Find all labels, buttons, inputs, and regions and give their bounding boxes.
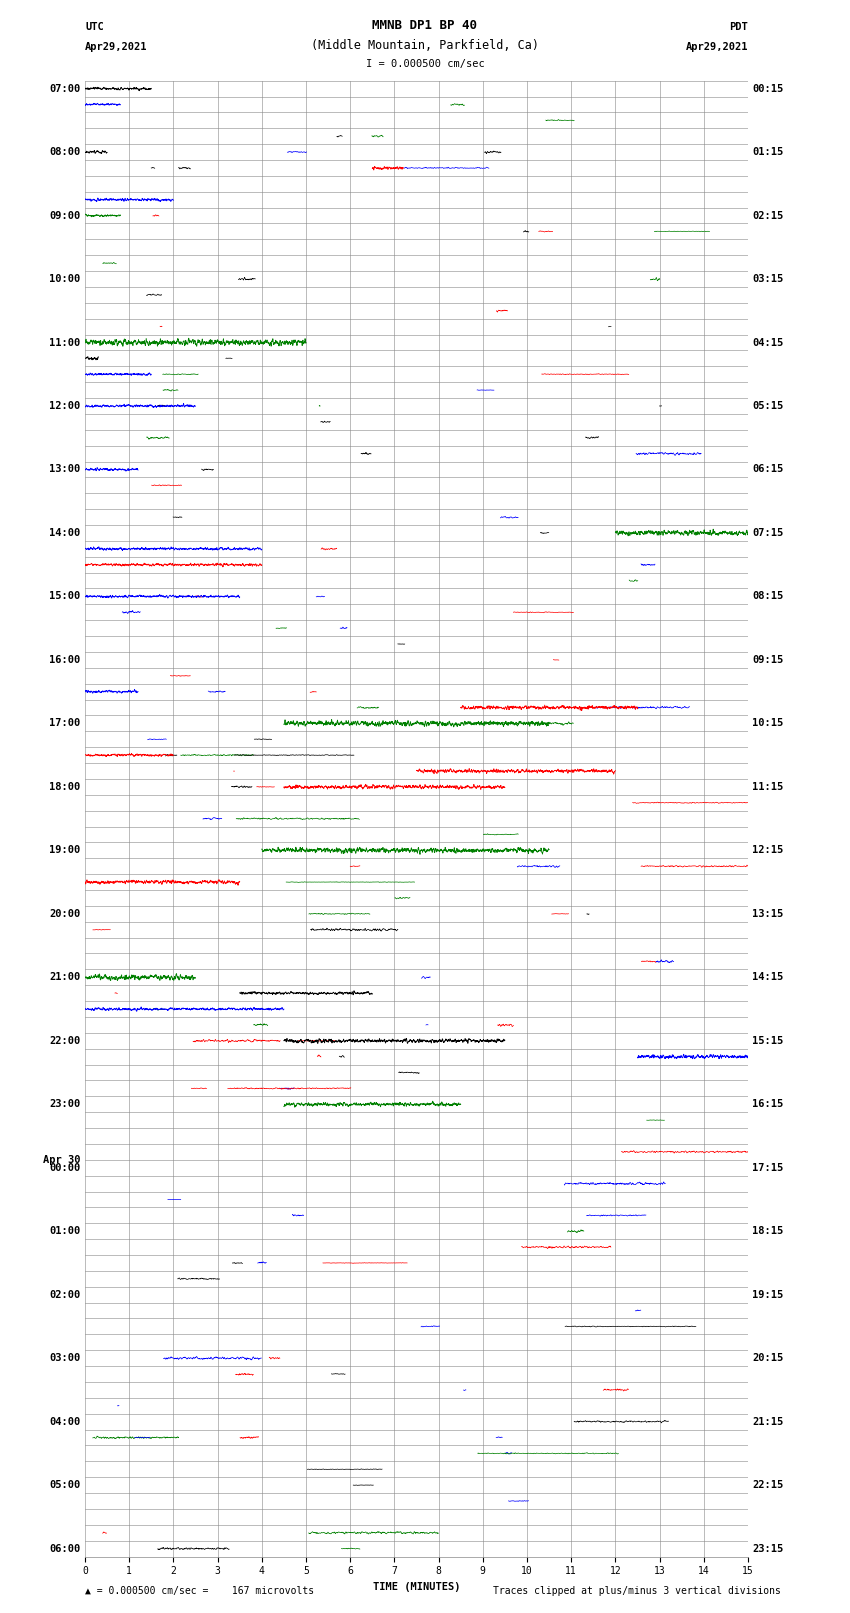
Text: 23:15: 23:15 (752, 1544, 784, 1553)
Text: 03:15: 03:15 (752, 274, 784, 284)
Text: 13:00: 13:00 (49, 465, 81, 474)
Text: 09:15: 09:15 (752, 655, 784, 665)
Text: 14:00: 14:00 (49, 527, 81, 539)
Text: 20:15: 20:15 (752, 1353, 784, 1363)
Text: 10:15: 10:15 (752, 718, 784, 729)
Text: Apr29,2021: Apr29,2021 (85, 42, 148, 52)
Text: Apr 30: Apr 30 (43, 1155, 81, 1165)
Text: 15:00: 15:00 (49, 592, 81, 602)
Text: (Middle Mountain, Parkfield, Ca): (Middle Mountain, Parkfield, Ca) (311, 39, 539, 52)
Text: PDT: PDT (729, 23, 748, 32)
Text: MMNB DP1 BP 40: MMNB DP1 BP 40 (372, 19, 478, 32)
Text: 04:15: 04:15 (752, 337, 784, 347)
Text: 07:15: 07:15 (752, 527, 784, 539)
X-axis label: TIME (MINUTES): TIME (MINUTES) (373, 1582, 460, 1592)
Text: I = 0.000500 cm/sec: I = 0.000500 cm/sec (366, 60, 484, 69)
Text: 12:00: 12:00 (49, 402, 81, 411)
Text: Apr29,2021: Apr29,2021 (685, 42, 748, 52)
Text: 09:00: 09:00 (49, 211, 81, 221)
Text: Traces clipped at plus/minus 3 vertical divisions: Traces clipped at plus/minus 3 vertical … (493, 1586, 781, 1595)
Text: 16:15: 16:15 (752, 1098, 784, 1110)
Text: 02:00: 02:00 (49, 1290, 81, 1300)
Text: UTC: UTC (85, 23, 104, 32)
Text: 19:15: 19:15 (752, 1290, 784, 1300)
Text: 07:00: 07:00 (49, 84, 81, 94)
Text: 21:00: 21:00 (49, 973, 81, 982)
Text: 11:00: 11:00 (49, 337, 81, 347)
Text: 18:00: 18:00 (49, 782, 81, 792)
Text: 23:00: 23:00 (49, 1098, 81, 1110)
Text: 20:00: 20:00 (49, 908, 81, 919)
Text: 05:15: 05:15 (752, 402, 784, 411)
Text: 22:00: 22:00 (49, 1036, 81, 1045)
Text: 01:15: 01:15 (752, 147, 784, 156)
Text: 08:00: 08:00 (49, 147, 81, 156)
Text: 06:15: 06:15 (752, 465, 784, 474)
Text: 08:15: 08:15 (752, 592, 784, 602)
Text: 14:15: 14:15 (752, 973, 784, 982)
Text: 22:15: 22:15 (752, 1481, 784, 1490)
Text: 19:00: 19:00 (49, 845, 81, 855)
Text: 00:00: 00:00 (49, 1163, 81, 1173)
Text: 01:00: 01:00 (49, 1226, 81, 1236)
Text: 13:15: 13:15 (752, 908, 784, 919)
Text: 21:15: 21:15 (752, 1416, 784, 1426)
Text: 16:00: 16:00 (49, 655, 81, 665)
Text: 18:15: 18:15 (752, 1226, 784, 1236)
Text: 15:15: 15:15 (752, 1036, 784, 1045)
Text: ▲ = 0.000500 cm/sec =    167 microvolts: ▲ = 0.000500 cm/sec = 167 microvolts (85, 1586, 314, 1595)
Text: 10:00: 10:00 (49, 274, 81, 284)
Text: 17:00: 17:00 (49, 718, 81, 729)
Text: 06:00: 06:00 (49, 1544, 81, 1553)
Text: 04:00: 04:00 (49, 1416, 81, 1426)
Text: 02:15: 02:15 (752, 211, 784, 221)
Text: 11:15: 11:15 (752, 782, 784, 792)
Text: 12:15: 12:15 (752, 845, 784, 855)
Text: 17:15: 17:15 (752, 1163, 784, 1173)
Text: 03:00: 03:00 (49, 1353, 81, 1363)
Text: 00:15: 00:15 (752, 84, 784, 94)
Text: 05:00: 05:00 (49, 1481, 81, 1490)
